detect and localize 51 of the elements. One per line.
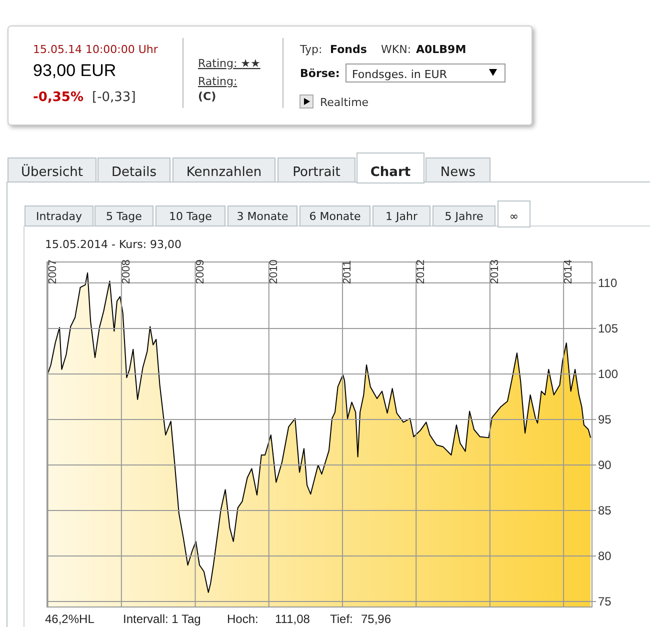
x-tick-label: 2007 xyxy=(46,260,59,284)
text: Rating: xyxy=(198,75,238,88)
text: [-0,33] xyxy=(92,90,136,105)
text: Tief: xyxy=(330,612,353,626)
text: Typ: xyxy=(299,43,322,56)
text: -0,35% xyxy=(33,90,84,105)
text: Börse: xyxy=(300,67,340,80)
text: ∞ xyxy=(509,210,519,223)
x-tick-label: 2010 xyxy=(268,260,280,284)
text: 6 Monate xyxy=(309,210,361,223)
x-tick-label: 2011 xyxy=(341,260,354,284)
y-tick-label: 80 xyxy=(598,549,612,564)
text: 111,08 xyxy=(275,612,310,626)
text: Rating: ★★ xyxy=(198,57,261,70)
text: 10 Tage xyxy=(169,210,212,223)
y-tick-label: 85 xyxy=(598,504,612,518)
text: News xyxy=(440,165,476,180)
y-tick-label: 90 xyxy=(598,458,612,472)
text: Chart xyxy=(370,165,411,180)
text: Realtime xyxy=(320,96,369,109)
text: WKN: xyxy=(381,43,412,56)
chart-subtitle: 15.05.2014 - Kurs: 93,00 xyxy=(45,238,182,251)
x-tick-label: 2008 xyxy=(120,260,132,284)
text: 1 Jahr xyxy=(386,210,418,223)
text: Fonds xyxy=(330,43,368,56)
y-tick-label: 95 xyxy=(598,412,612,427)
text: 3 Monate xyxy=(236,210,288,223)
text: 5 Tage xyxy=(106,210,142,223)
text: 93,00 EUR xyxy=(33,61,116,80)
x-tick-label: 2013 xyxy=(488,260,501,284)
text: 46,2%HL xyxy=(45,612,95,626)
text: Übersicht xyxy=(21,164,83,180)
x-tick-label: 2014 xyxy=(562,260,575,284)
text: 5 Jahre xyxy=(444,210,484,223)
text: A0LB9M xyxy=(416,43,466,56)
text: Intervall: 1 Tag xyxy=(123,612,201,626)
x-tick-label: 2009 xyxy=(194,260,206,284)
x-tick-label: 2012 xyxy=(415,260,428,284)
text: 15.05.14 10:00:00 Uhr xyxy=(33,43,158,56)
text: Portrait xyxy=(292,165,340,180)
y-tick-label: 100 xyxy=(598,367,618,382)
text: 75,96 xyxy=(361,612,392,626)
text: Details xyxy=(111,165,157,180)
text: (C) xyxy=(198,90,216,103)
y-tick-label: 110 xyxy=(598,276,618,290)
y-tick-label: 105 xyxy=(598,322,618,336)
text: Hoch: xyxy=(227,612,258,626)
text: Fondsges. in EUR xyxy=(352,68,448,81)
text: Kennzahlen xyxy=(186,165,262,180)
y-tick-label: 75 xyxy=(598,594,612,609)
text: Intraday xyxy=(36,210,82,223)
